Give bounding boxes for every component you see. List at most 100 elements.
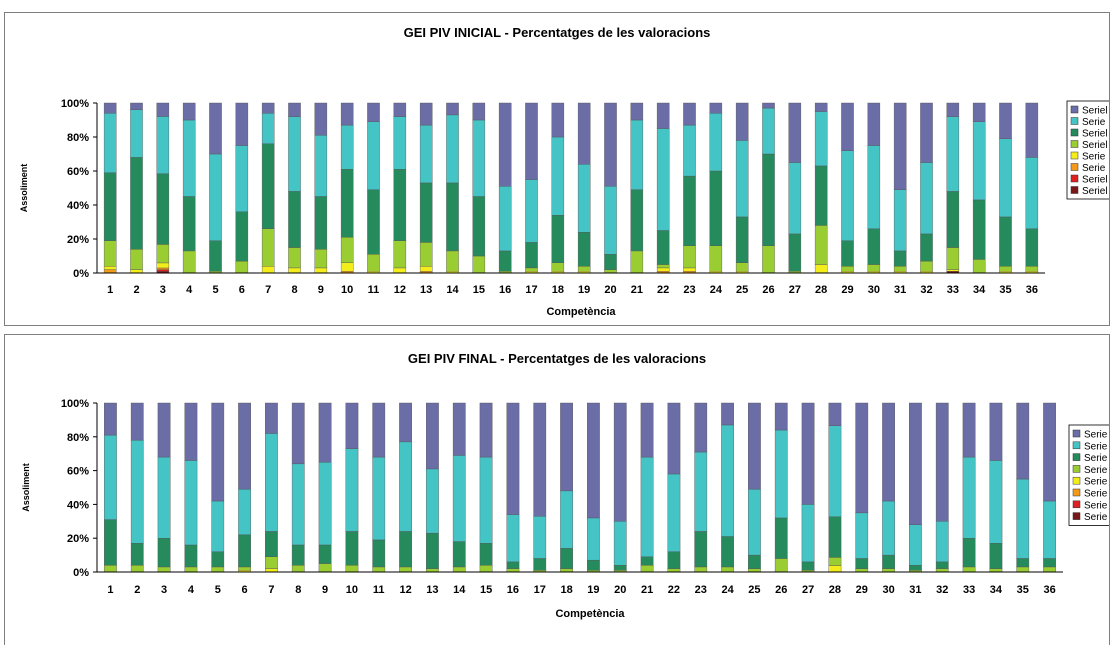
x-tick-label: 26	[762, 284, 774, 296]
x-tick-label: 28	[815, 284, 827, 296]
y-tick-label: 0%	[73, 268, 89, 280]
bar-segment	[893, 189, 907, 252]
bar-segment	[788, 102, 802, 163]
x-tick-label: 9	[322, 584, 328, 596]
legend-label: Seriel	[1082, 140, 1108, 151]
bar-segment	[265, 433, 278, 532]
bar-segment	[156, 244, 170, 264]
bar-segment	[265, 568, 278, 573]
bar-segment	[426, 568, 439, 573]
bar-segment	[748, 488, 761, 556]
x-tick-label: 14	[446, 284, 459, 296]
bar-segment	[393, 240, 407, 269]
x-tick-label: 33	[947, 284, 959, 296]
bar-segment	[156, 262, 170, 269]
bar-segment	[683, 267, 696, 272]
bar-segment	[774, 402, 788, 431]
bar-segment	[828, 425, 842, 517]
y-tick-label: 40%	[67, 499, 89, 511]
bar-segment	[1016, 478, 1030, 559]
bar-segment	[156, 102, 170, 117]
x-tick-label: 17	[534, 584, 546, 596]
bar-segment	[587, 517, 600, 561]
bar-segment	[935, 402, 949, 522]
bar-segment	[184, 402, 198, 461]
x-tick-label: 15	[473, 284, 485, 296]
bar-segment	[446, 182, 459, 252]
bar-segment	[265, 556, 278, 569]
bar-segment	[288, 102, 301, 117]
bar-segment	[156, 269, 170, 272]
bar-segment	[1016, 566, 1030, 573]
chart-inicial: GEI PIV INICIAL - Percentatges de les va…	[19, 25, 1109, 318]
x-tick-label: 15	[480, 584, 492, 596]
bar-segment	[261, 102, 275, 114]
bar-segment	[694, 531, 708, 568]
y-tick-label: 100%	[61, 98, 89, 110]
x-tick-label: 23	[683, 284, 695, 296]
bar-segment	[762, 102, 775, 109]
bar-segment	[103, 240, 117, 267]
x-tick-label: 9	[318, 284, 324, 296]
bar-segment	[814, 264, 828, 274]
bar-segment	[103, 265, 117, 270]
bar-segment	[235, 211, 249, 262]
bar-segment	[656, 264, 670, 269]
bar-segment	[667, 551, 681, 569]
bar-segment	[920, 162, 933, 235]
x-tick-label: 31	[894, 284, 906, 296]
bar-segment	[533, 402, 547, 517]
bar-segment	[419, 242, 433, 267]
x-axis-label: Competència	[546, 306, 616, 318]
legend-swatch	[1070, 140, 1079, 148]
bar-segment	[814, 165, 828, 226]
bar-segment	[735, 262, 749, 272]
bar-segment	[604, 186, 617, 255]
bar-segment	[472, 196, 486, 257]
x-tick-label: 35	[999, 284, 1011, 296]
bar-segment	[235, 102, 249, 146]
bar-segment	[209, 240, 222, 272]
bar-segment	[525, 242, 538, 269]
bar-segment	[367, 189, 380, 255]
bar-segment	[748, 568, 761, 573]
bar-segment	[841, 240, 854, 267]
bar-segment	[935, 568, 949, 573]
bar-segment	[498, 102, 512, 187]
legend-swatch	[1072, 441, 1081, 450]
bar-segment	[182, 102, 196, 121]
bar-segment	[828, 402, 842, 426]
bar-segment	[238, 566, 251, 571]
bar-segment	[533, 558, 547, 571]
y-tick-label: 20%	[67, 533, 89, 545]
x-tick-label: 22	[657, 284, 669, 296]
bar-segment	[721, 566, 734, 573]
x-tick-label: 30	[882, 584, 894, 596]
bar-segment	[472, 102, 486, 121]
bar-segment	[867, 264, 881, 272]
x-tick-label: 29	[856, 584, 868, 596]
bar-segment	[157, 456, 171, 539]
chart-final: GEI PIV FINAL - Percentatges de les valo…	[21, 351, 1109, 620]
x-tick-label: 6	[239, 284, 245, 296]
bar-segment	[962, 537, 976, 568]
bar-segment	[683, 102, 696, 126]
y-tick-label: 60%	[67, 166, 89, 178]
bar-segment	[525, 267, 538, 272]
bar-segment	[972, 102, 986, 122]
bar-segment	[909, 565, 922, 571]
bar-segment	[291, 402, 305, 465]
bar-segment	[613, 521, 627, 566]
bar-segment	[999, 216, 1012, 267]
y-tick-label: 80%	[67, 132, 89, 144]
bar-segment	[656, 102, 670, 129]
bar-segment	[130, 565, 144, 573]
x-tick-label: 22	[668, 584, 680, 596]
bar-segment	[367, 254, 380, 272]
bar-segment	[762, 107, 775, 155]
bar-segment	[156, 173, 170, 245]
bar-segment	[560, 490, 573, 549]
bar-segment	[372, 539, 386, 568]
bar-segment	[419, 265, 433, 272]
x-tick-label: 11	[373, 584, 385, 596]
